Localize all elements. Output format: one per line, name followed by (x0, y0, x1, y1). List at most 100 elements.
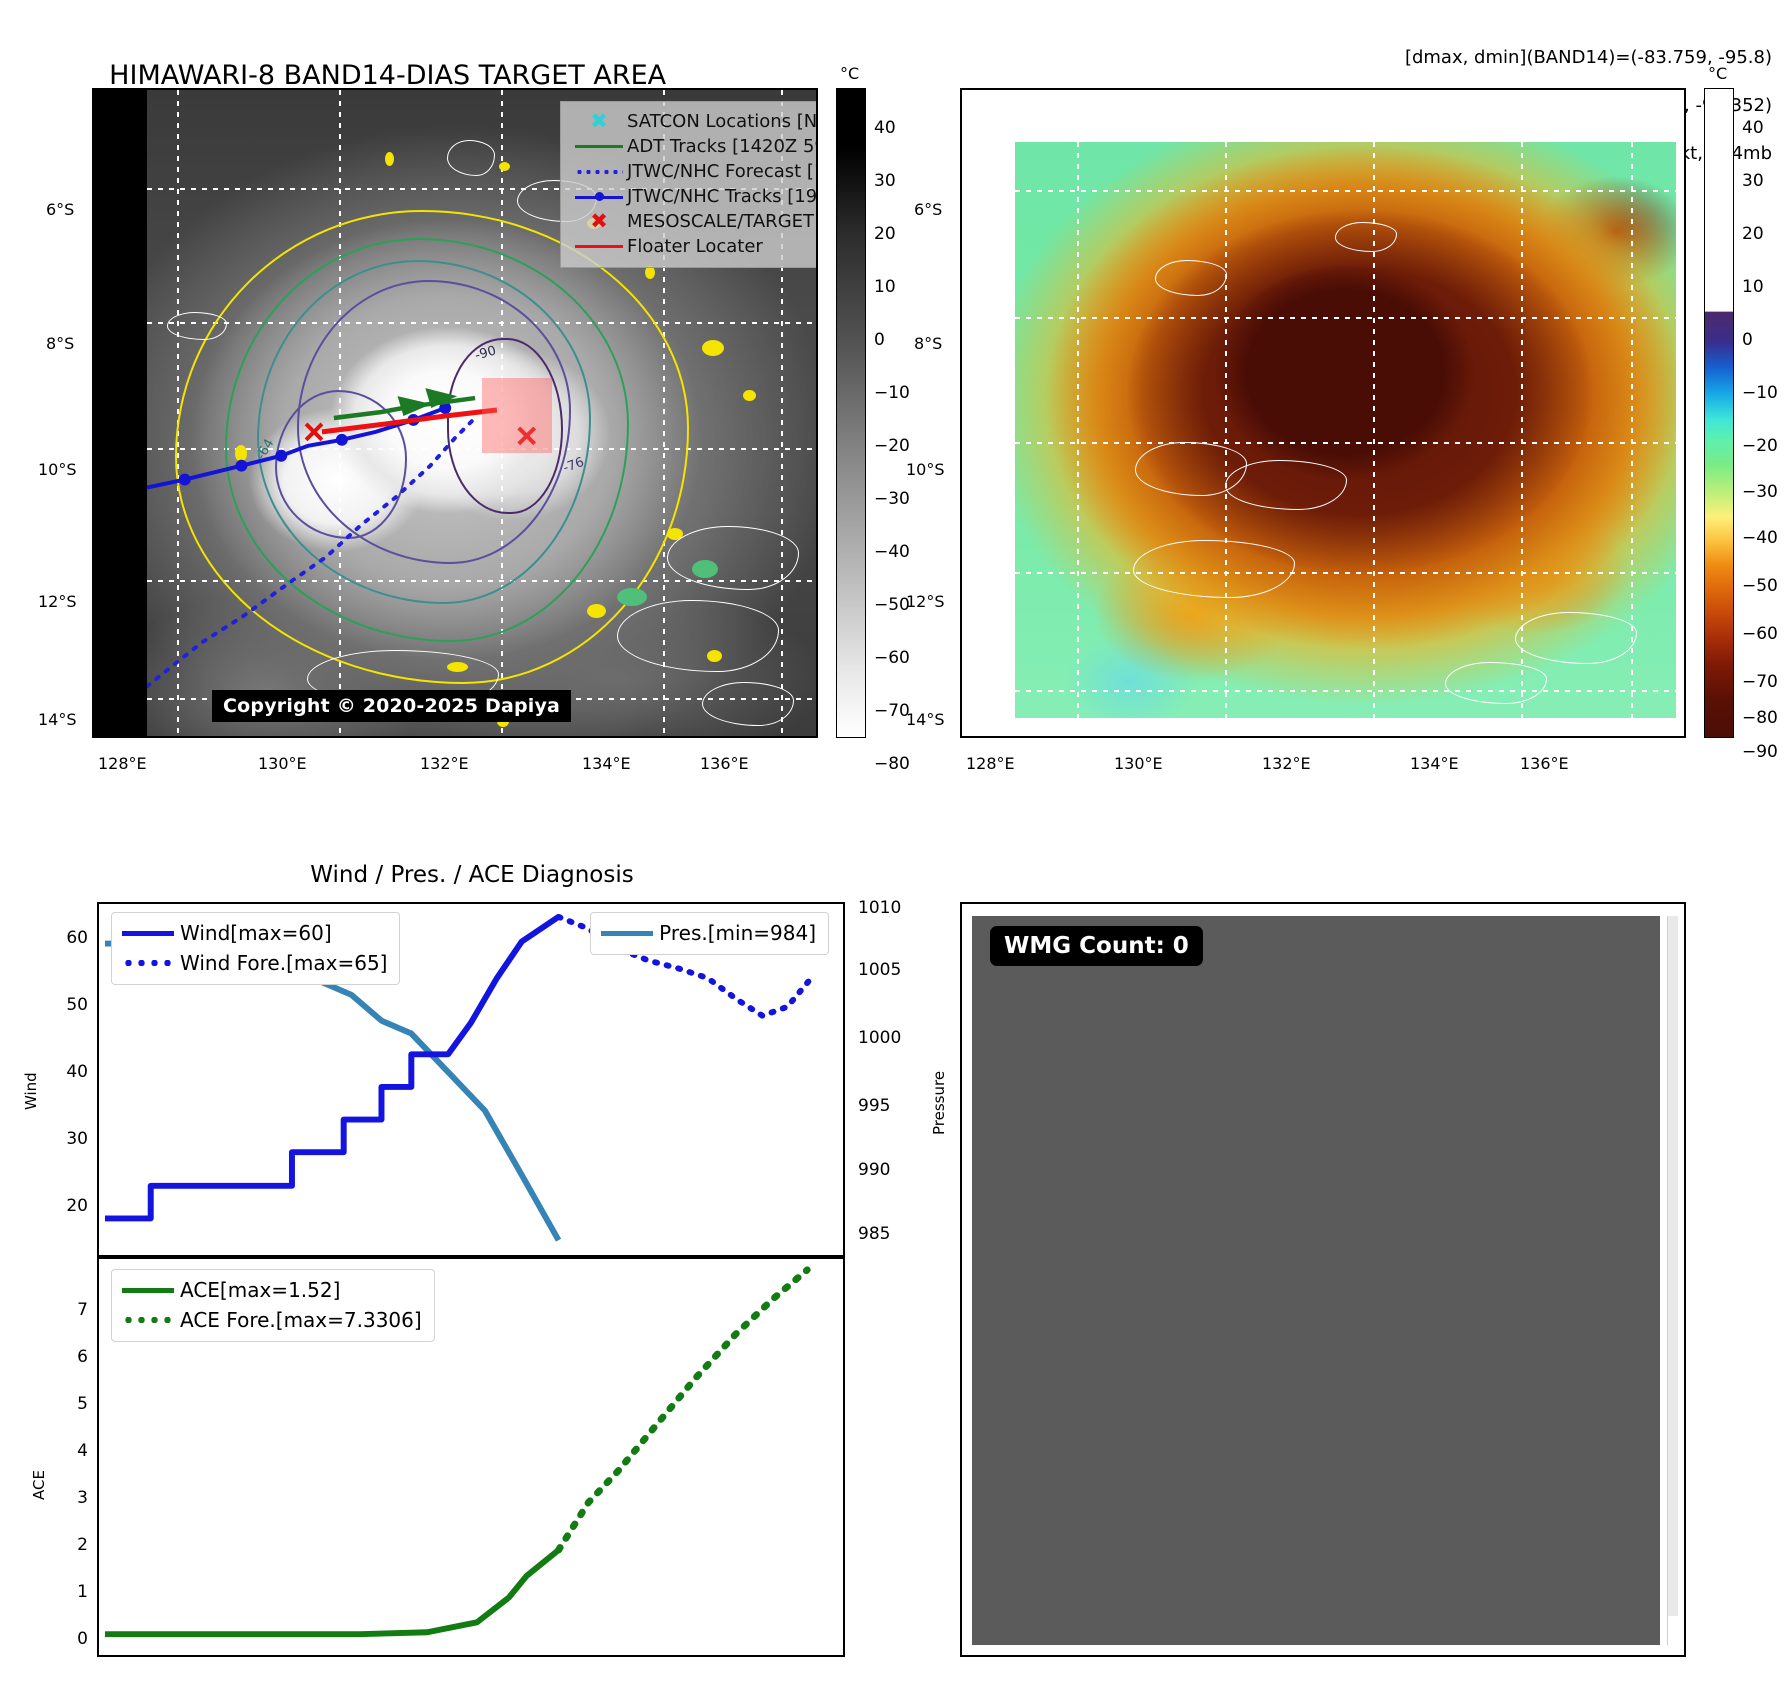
cloud-cell (587, 604, 606, 618)
mesoscale-target-x-icon (517, 426, 537, 446)
adt-arrow-icon (425, 388, 458, 409)
ace-ytick: 5 (77, 1394, 88, 1414)
ir-cbar-tick: 40 (874, 118, 896, 138)
ir-cbar-tick: −40 (874, 542, 910, 562)
cloud-cell (702, 340, 724, 356)
legend-label: MESOSCALE/TARGET Location (627, 211, 816, 232)
legend-label: JTWC/NHC Forecast [19/1200Z] (627, 161, 816, 182)
ace-ytick: 2 (77, 1535, 88, 1555)
wind-pressure-chart[interactable]: Wind[max=60] Wind Fore.[max=65] Pres.[mi… (97, 902, 845, 1257)
track-line-dot-icon (575, 191, 623, 201)
legend-item-satcon: ✖ SATCON Locations [NONE] (571, 109, 816, 134)
ir-cbar-tick: 20 (874, 224, 896, 244)
awv-lat-tick-6s: 6°S (914, 200, 943, 219)
awv-cbar-tick: −80 (1742, 708, 1778, 728)
gridline-lon-136 (1631, 142, 1633, 718)
floater-line-icon (575, 244, 623, 249)
gridline-lon-128 (1077, 142, 1079, 718)
cloud-cell (645, 266, 655, 279)
title-line-1: HIMAWARI-8 BAND14-DIAS TARGET AREA (109, 59, 667, 91)
awv-satellite-map[interactable] (960, 88, 1686, 738)
awv-lon-tick-130e: 130°E (1114, 754, 1163, 773)
pres-ytick: 1010 (858, 898, 902, 918)
awv-colorbar (1704, 88, 1734, 738)
contour-minus90 (447, 338, 563, 514)
awv-cbar-tick: −40 (1742, 528, 1778, 548)
awv-cbar-tick: −30 (1742, 482, 1778, 502)
gridline-lon-134 (1521, 142, 1523, 718)
gridline-lat-6s (1015, 190, 1676, 192)
legend-label: Wind Fore.[max=65] (180, 951, 388, 975)
target-area-box[interactable] (482, 378, 552, 453)
legend-item-ace-forecast: ACE Fore.[max=7.3306] (122, 1305, 422, 1335)
awv-lat-tick-10s: 10°S (906, 460, 945, 479)
ir-lat-tick-6s: 6°S (46, 200, 75, 219)
wind-forecast-dotted-icon (122, 960, 174, 966)
ir-satellite-map[interactable]: -90 -76 -64 -31 Copyright © 2020 (92, 88, 818, 738)
pres-ytick: 990 (858, 1160, 891, 1180)
legend-label: Floater Locater (627, 236, 763, 257)
copyright-notice: Copyright © 2020-2025 Dapiya (212, 690, 572, 722)
legend-label: Pres.[min=984] (659, 921, 816, 945)
cloud-cell (667, 528, 683, 540)
awv-cbar-tick: −50 (1742, 576, 1778, 596)
ir-lat-tick-14s: 14°S (38, 710, 77, 729)
legend-label: ACE[max=1.52] (180, 1278, 341, 1302)
legend-item-wind-forecast: Wind Fore.[max=65] (122, 948, 387, 978)
jtwc-forecast-track (147, 415, 478, 689)
awv-imagery (1015, 142, 1676, 718)
ace-ytick: 4 (77, 1441, 88, 1461)
wmg-canvas (972, 916, 1660, 1645)
ace-ytick: 7 (77, 1300, 88, 1320)
wmg-panel[interactable]: WMG Count: 0 (960, 902, 1686, 1657)
ir-lat-tick-10s: 10°S (38, 460, 77, 479)
legend-item-mesoscale-target: ✖ MESOSCALE/TARGET Location (571, 209, 816, 234)
legend-label: ADT Tracks [1420Z 59.0 989.8] (627, 136, 816, 157)
cloud-cell (617, 588, 647, 606)
mesoscale-target-x-icon (304, 422, 324, 442)
ir-imagery: -90 -76 -64 -31 Copyright © 2020 (147, 90, 816, 736)
awv-lon-tick-134e: 134°E (1410, 754, 1459, 773)
coastline (1445, 662, 1547, 704)
wind-ytick: 50 (66, 995, 88, 1015)
wmg-scrollbar[interactable] (1667, 916, 1678, 1645)
forecast-dotted-line-icon (575, 169, 623, 174)
ace-chart-legend: ACE[max=1.52] ACE Fore.[max=7.3306] (111, 1269, 435, 1342)
ir-cbar-tick: −70 (874, 701, 910, 721)
contour-minus64 (257, 260, 591, 604)
awv-cbar-tick: −10 (1742, 383, 1778, 403)
satcon-x-icon: ✖ (590, 109, 608, 133)
wind-line-icon (122, 930, 174, 936)
awv-lat-tick-14s: 14°S (906, 710, 945, 729)
awv-cbar-tick: −60 (1742, 624, 1778, 644)
ir-cbar-tick: −10 (874, 383, 910, 403)
gridline-lat-8s (1015, 317, 1676, 319)
awv-cbar-tick: −90 (1742, 742, 1778, 762)
cloud-cell (743, 390, 756, 401)
wind-ytick: 40 (66, 1062, 88, 1082)
ir-lon-tick-136e: 136°E (700, 754, 749, 773)
floater-locater-line (321, 407, 498, 435)
cloud-cell (499, 162, 510, 171)
ace-line-icon (122, 1287, 174, 1293)
ace-forecast-line (555, 1266, 811, 1554)
coastline (447, 140, 495, 176)
ir-lat-tick-12s: 12°S (38, 592, 77, 611)
ace-ytick: 0 (77, 1629, 88, 1649)
ir-lon-tick-132e: 132°E (420, 754, 469, 773)
awv-cbar-tick: 20 (1742, 224, 1764, 244)
pres-ytick: 1000 (858, 1028, 902, 1048)
awv-lon-tick-132e: 132°E (1262, 754, 1311, 773)
coastline (167, 312, 227, 340)
wmg-count-badge: WMG Count: 0 (990, 926, 1203, 966)
ir-cbar-tick: −80 (874, 754, 910, 774)
ir-colorbar (836, 88, 866, 738)
legend-label: Wind[max=60] (180, 921, 332, 945)
ace-chart[interactable]: ACE[max=1.52] ACE Fore.[max=7.3306] (97, 1257, 845, 1657)
gridline-lat-6s (147, 188, 816, 190)
cloud-cell (385, 152, 394, 166)
legend-label: JTWC/NHC Tracks [19/1200Z] (627, 186, 818, 207)
wind-ytick: 20 (66, 1196, 88, 1216)
ace-plot (104, 1266, 811, 1638)
gridline-lon-132 (1373, 142, 1375, 718)
